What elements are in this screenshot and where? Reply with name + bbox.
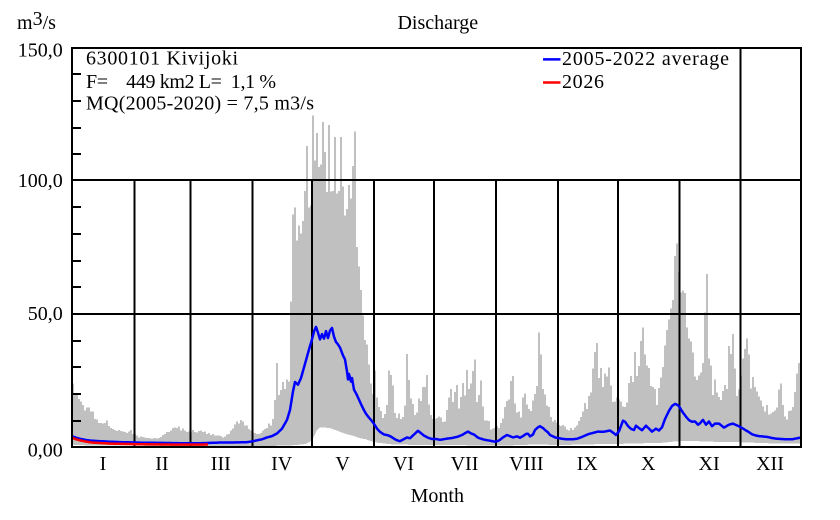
svg-text:MQ(2005-2020) = 7,5 m3/s: MQ(2005-2020) = 7,5 m3/s [86, 93, 314, 115]
svg-text:100,0: 100,0 [18, 170, 63, 192]
svg-text:F= 449 km2 L= 1,1 %: F= 449 km2 L= 1,1 % [86, 71, 276, 93]
svg-text:I: I [100, 453, 107, 475]
svg-text:6300101 Kivijoki: 6300101 Kivijoki [86, 47, 238, 69]
svg-text:2026: 2026 [562, 71, 604, 93]
svg-text:50,0: 50,0 [28, 303, 63, 325]
svg-text:VII: VII [451, 453, 479, 475]
svg-text:IX: IX [577, 453, 599, 475]
svg-text:XI: XI [699, 453, 720, 475]
svg-text:X: X [641, 453, 656, 475]
svg-text:150,0: 150,0 [18, 39, 63, 61]
svg-text:IV: IV [271, 453, 293, 475]
svg-text:XII: XII [756, 453, 784, 475]
svg-text:m3/s: m3/s [17, 8, 56, 34]
svg-text:Discharge: Discharge [397, 12, 478, 34]
svg-text:II: II [155, 453, 168, 475]
svg-text:VIII: VIII [509, 453, 543, 475]
svg-text:0,00: 0,00 [28, 439, 63, 461]
svg-text:Month: Month [411, 485, 464, 507]
svg-text:V: V [335, 453, 350, 475]
svg-text:2005-2022 average: 2005-2022 average [562, 48, 729, 70]
svg-text:III: III [211, 453, 231, 475]
svg-text:VI: VI [393, 453, 414, 475]
